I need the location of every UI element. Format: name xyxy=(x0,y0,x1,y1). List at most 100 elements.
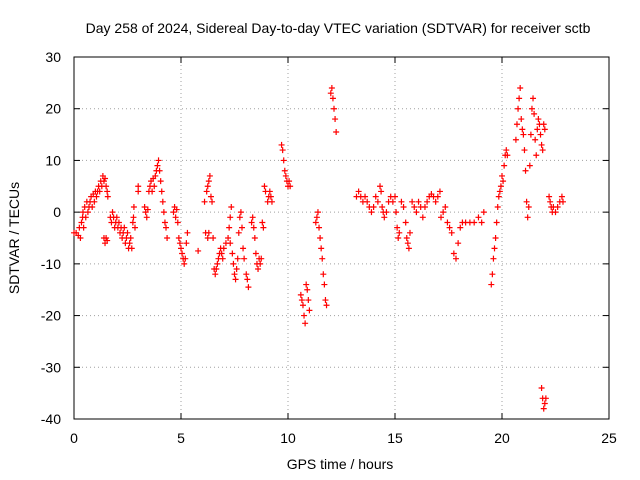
data-point xyxy=(89,203,96,210)
data-point xyxy=(495,193,502,200)
x-tick-label: 0 xyxy=(70,430,78,446)
data-point xyxy=(398,198,405,205)
data-point xyxy=(316,224,323,231)
data-point xyxy=(115,219,122,226)
data-point xyxy=(478,219,485,226)
plot-frame xyxy=(73,56,610,420)
data-point xyxy=(406,229,413,236)
data-point xyxy=(327,90,334,97)
data-point xyxy=(436,188,443,195)
data-point xyxy=(268,198,275,205)
data-point xyxy=(237,209,244,216)
data-point xyxy=(497,183,504,190)
data-point xyxy=(164,235,171,241)
data-point xyxy=(368,209,375,216)
data-point xyxy=(195,247,202,254)
data-point xyxy=(471,219,478,226)
chart-title: Day 258 of 2024, Sidereal Day-to-day VTE… xyxy=(86,20,591,36)
data-point xyxy=(233,266,240,273)
data-point xyxy=(312,219,319,226)
data-point xyxy=(232,276,239,283)
data-point xyxy=(413,209,420,216)
data-point xyxy=(450,250,457,257)
data-point xyxy=(319,255,326,262)
data-point xyxy=(143,214,150,221)
data-point xyxy=(230,260,237,267)
data-point xyxy=(238,224,245,231)
data-point xyxy=(559,198,566,205)
data-point xyxy=(243,271,250,278)
data-point xyxy=(298,297,305,304)
data-point xyxy=(533,152,540,159)
data-point xyxy=(522,167,529,174)
data-point xyxy=(554,203,561,210)
data-point xyxy=(249,214,256,221)
data-point xyxy=(530,95,537,102)
data-point xyxy=(457,224,464,231)
data-point xyxy=(236,214,243,221)
data-point xyxy=(205,229,212,236)
y-tick-label: 20 xyxy=(45,101,61,117)
x-axis-ticks: 0 5 10 15 20 25 xyxy=(70,57,617,446)
data-point xyxy=(394,224,401,231)
data-point xyxy=(314,209,321,216)
data-point xyxy=(455,240,462,247)
data-point xyxy=(151,183,158,190)
data-point xyxy=(521,147,528,154)
data-point xyxy=(528,105,535,112)
data-point xyxy=(220,245,227,252)
data-point xyxy=(183,240,190,247)
y-tick-label: -20 xyxy=(41,308,61,324)
data-point xyxy=(240,245,247,252)
data-point xyxy=(231,271,238,278)
data-point xyxy=(178,245,184,252)
data-point xyxy=(235,229,242,236)
data-point xyxy=(489,271,496,278)
data-point xyxy=(279,147,286,154)
data-point xyxy=(518,116,525,123)
data-point xyxy=(267,193,274,200)
data-point xyxy=(558,193,565,200)
data-point xyxy=(515,105,522,112)
data-point xyxy=(229,250,236,257)
data-point xyxy=(523,198,530,205)
data-point xyxy=(207,193,214,200)
data-point xyxy=(432,198,439,205)
data-point xyxy=(212,271,219,278)
data-point xyxy=(519,126,526,133)
data-point xyxy=(383,209,390,216)
data-point xyxy=(541,126,548,133)
data-point xyxy=(322,297,329,304)
data-point xyxy=(552,209,559,216)
data-point xyxy=(491,245,498,252)
data-point xyxy=(440,209,447,216)
data-point xyxy=(144,206,151,213)
data-point xyxy=(218,250,225,257)
data-point xyxy=(493,219,500,226)
data-point xyxy=(152,172,159,179)
data-point xyxy=(301,312,308,319)
data-point xyxy=(328,85,335,92)
data-point xyxy=(442,203,449,210)
data-points xyxy=(71,85,566,412)
data-point xyxy=(434,193,441,200)
data-point xyxy=(323,302,330,309)
data-point xyxy=(93,193,100,200)
data-point xyxy=(259,219,266,226)
data-point xyxy=(404,240,411,247)
data-point xyxy=(227,240,234,247)
data-point xyxy=(104,188,111,195)
y-axis-ticks: 30 20 10 0 -10 -20 -30 -40 xyxy=(41,49,609,427)
data-point xyxy=(251,235,258,241)
data-point xyxy=(516,95,523,102)
data-point xyxy=(156,167,163,174)
data-point xyxy=(91,198,98,205)
data-point xyxy=(499,172,505,179)
data-point xyxy=(488,281,495,288)
data-point xyxy=(130,214,137,221)
data-point xyxy=(170,209,177,216)
data-point xyxy=(532,136,539,143)
data-point xyxy=(260,224,267,231)
data-point xyxy=(163,224,170,231)
data-point xyxy=(205,178,212,185)
